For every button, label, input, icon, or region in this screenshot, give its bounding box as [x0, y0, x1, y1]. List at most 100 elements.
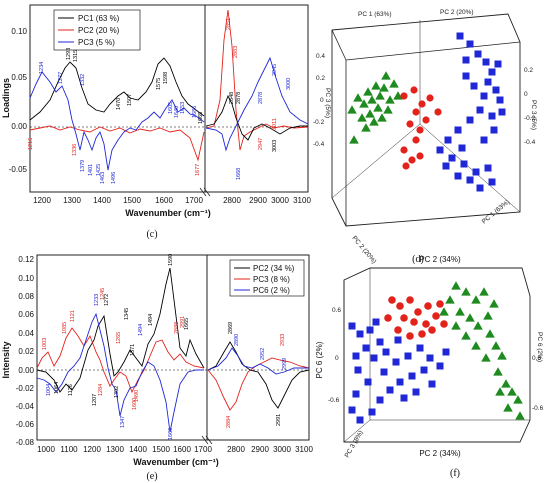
panel-c-curve-pc3	[29, 71, 205, 171]
peak-label: 1494	[148, 314, 154, 326]
panel-e-ytick: 0.08	[18, 292, 34, 301]
peak-label: 1302	[114, 386, 120, 398]
panel-e-xtick: 1200	[83, 445, 101, 454]
panel-f-small-label: PC 3 (8%)	[344, 430, 365, 459]
panel-e-xtick: 3000	[273, 445, 291, 454]
panel-c-legend-box	[53, 9, 141, 51]
score-point-square	[448, 154, 456, 162]
panel-f-tick: -0.6	[532, 405, 544, 412]
peak-label: 1216	[28, 138, 34, 150]
peak-label: 1494	[138, 324, 144, 336]
peak-label: 1507	[127, 94, 133, 106]
panel-f-tick: 0	[335, 355, 339, 362]
panel-e-xticks: 1000 1100 1200 1300 1400 1500 1600 1700 …	[37, 445, 313, 454]
score-point-circle	[400, 146, 408, 154]
score-point-triangle	[367, 95, 377, 104]
panel-e-legend-pc3: PC3 (8 %)	[253, 275, 290, 284]
score-point-square	[356, 416, 364, 424]
score-point-triangle	[479, 287, 489, 296]
panel-f-blue-points	[348, 318, 450, 424]
peak-label: 2878	[258, 92, 264, 104]
score-point-circle	[412, 108, 420, 116]
peak-label: 1121	[70, 310, 76, 322]
score-point-circle	[422, 320, 430, 328]
score-point-triangle	[507, 387, 517, 396]
score-point-triangle	[497, 351, 507, 360]
score-point-triangle	[471, 341, 481, 350]
score-point-circle	[400, 314, 408, 322]
score-point-triangle	[501, 379, 511, 388]
score-point-triangle	[369, 117, 379, 126]
peak-label: 1336	[72, 144, 78, 156]
score-point-triangle	[451, 321, 461, 330]
panel-d-tick: 0.2	[316, 75, 325, 82]
score-point-square	[466, 116, 474, 124]
score-point-triangle	[381, 71, 391, 80]
score-point-triangle	[439, 307, 449, 316]
panel-f-top-label: PC 2 (34%)	[419, 255, 461, 264]
score-point-circle	[406, 332, 414, 340]
score-point-circle	[418, 100, 426, 108]
score-point-square	[462, 56, 470, 64]
peak-label: 1233	[94, 294, 100, 306]
panel-e-ytick: -0.04	[16, 402, 35, 411]
panel-d-axis-label: PC 2 (20%)	[350, 235, 377, 265]
score-point-square	[382, 348, 390, 356]
peak-label: 2851	[226, 18, 232, 30]
panel-e-xtick: 1500	[152, 445, 170, 454]
panel-c-xtick: 1700	[185, 196, 203, 205]
panel-e-xtick: 1000	[37, 445, 55, 454]
score-point-square	[412, 388, 420, 396]
score-point-square	[462, 72, 470, 80]
panel-d-axis-label: PC 2 (20%)	[440, 9, 474, 16]
score-point-square	[428, 380, 436, 388]
score-point-square	[368, 408, 376, 416]
panel-f-tick: 0.6	[332, 307, 341, 314]
panel-e-legend: PC2 (34 %) PC3 (8 %) PC6 (2 %)	[229, 259, 305, 297]
score-point-square	[466, 176, 474, 184]
panel-d-tick: 0	[524, 91, 528, 98]
peak-label: 2952	[260, 348, 266, 360]
score-point-triangle	[491, 341, 501, 350]
peak-label: 1425	[96, 164, 102, 176]
score-point-triangle	[353, 93, 363, 102]
panel-c-break-1	[199, 187, 207, 197]
panel-e-curve-right-blue	[207, 347, 309, 375]
panel-c-xtick: 2900	[249, 196, 267, 205]
score-point-square	[376, 338, 384, 346]
peak-label: 1463	[100, 172, 106, 184]
panel-e-caption: (e)	[146, 471, 157, 482]
panel-d-tick: 0	[320, 97, 324, 104]
panel-e-xtick: 1400	[129, 445, 147, 454]
score-point-square	[396, 378, 404, 386]
score-point-triangle	[385, 95, 395, 104]
score-point-square	[474, 50, 482, 58]
panel-e-curve-pc6	[36, 312, 204, 433]
score-point-circle	[410, 318, 418, 326]
peak-label: 1207	[92, 394, 98, 406]
panel-e-ytick: -0.06	[16, 420, 35, 429]
panel-e-ytick: 0.10	[18, 274, 34, 283]
score-point-square	[442, 348, 450, 356]
panel-e-ytick: 0.04	[18, 329, 34, 338]
score-point-triangle	[483, 311, 493, 320]
score-point-circle	[436, 300, 444, 308]
score-point-triangle	[365, 109, 375, 118]
panel-f-left-label: PC 6 (2%)	[315, 341, 324, 378]
peak-label: 1666	[168, 428, 174, 440]
score-point-triangle	[377, 113, 387, 122]
score-point-square	[420, 366, 428, 374]
panel-c-xtick: 3100	[293, 196, 311, 205]
score-point-triangle	[513, 395, 523, 404]
peak-label: 2884	[226, 416, 232, 428]
peak-label: 1668	[236, 168, 242, 180]
panel-c-xtick: 3000	[271, 196, 289, 205]
panel-d-axis-label: PC 3 (5%)	[324, 88, 331, 118]
score-point-triangle	[445, 295, 455, 304]
peak-label: 3011	[272, 118, 278, 130]
peak-label: 1600	[132, 398, 138, 410]
score-point-triangle	[503, 403, 513, 412]
peak-label: 1332	[80, 74, 86, 86]
score-point-square	[482, 58, 490, 66]
peak-label: 1575	[156, 78, 162, 90]
